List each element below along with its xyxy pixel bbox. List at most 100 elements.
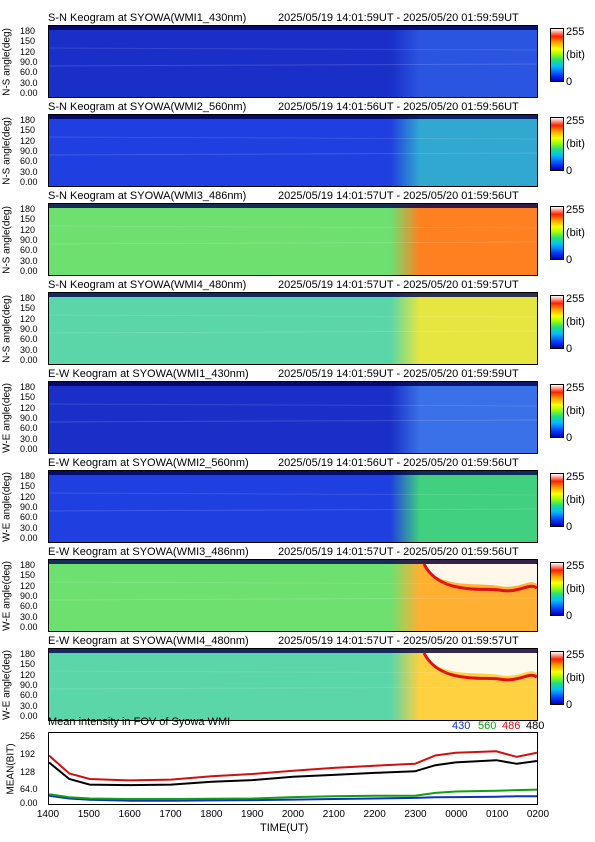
y-tick: 30.0 [20,433,38,444]
keogram-heatmap [49,115,537,186]
mean-y-tick: 64.0 [20,784,38,794]
y-tick: 120 [20,135,36,146]
mean-y-tick: 192 [20,749,36,759]
mean-chart-svg [48,750,538,802]
keogram-time-range: 2025/05/19 14:01:59UT - 2025/05/20 01:59… [278,368,519,380]
colorbar [550,28,564,82]
y-tick: 0.00 [20,621,38,632]
colorbar [550,295,564,349]
y-tick: 60.0 [20,67,38,78]
keogram-time-range: 2025/05/19 14:01:57UT - 2025/05/20 01:59… [278,546,519,558]
y-tick: 180 [20,560,36,570]
keogram-title: S-N Keogram at SYOWA(WMI4_480nm) [48,279,247,291]
keogram-panel: E-W Keogram at SYOWA(WMI3_486nm) 2025/05… [0,542,595,632]
colorbar-min: 0 [566,165,573,177]
colorbar-min: 0 [566,699,573,711]
y-tick: 90.0 [20,234,38,245]
x-tick: 1700 [159,809,182,820]
colorbar-unit: (bit) [566,494,585,506]
colorbar-unit: (bit) [566,227,585,239]
colorbar-min: 0 [566,343,573,355]
y-tick: 30.0 [20,522,38,533]
y-tick: 180 [20,471,36,481]
colorbar-unit: (bit) [566,583,585,595]
keogram-time-range: 2025/05/19 14:01:57UT - 2025/05/20 01:59… [278,279,519,291]
keogram-title: E-W Keogram at SYOWA(WMI1_430nm) [48,368,249,380]
colorbar-min: 0 [566,76,573,88]
keogram-title: E-W Keogram at SYOWA(WMI2_560nm) [48,457,249,469]
colorbar [550,651,564,705]
series-line-486 [48,750,538,782]
keogram-time-range: 2025/05/19 14:01:59UT - 2025/05/20 01:59… [278,12,519,24]
colorbar-unit: (bit) [566,405,585,417]
y-axis-label: N-S angle(deg) [1,294,13,363]
y-axis-label: W-E angle(deg) [1,649,13,720]
colorbar-unit: (bit) [566,138,585,150]
keogram-title: S-N Keogram at SYOWA(WMI2_560nm) [48,101,247,113]
y-tick: 30.0 [20,255,38,266]
colorbar-unit: (bit) [566,316,585,328]
mean-y-tick: 0.00 [20,798,38,808]
x-tick: 1500 [77,809,100,820]
x-tick: 0100 [486,809,509,820]
series-line-480 [48,759,538,787]
colorbar-max: 255 [566,382,585,394]
y-tick: 60.0 [20,423,38,434]
keogram-heatmap [49,26,537,97]
y-tick: 30.0 [20,166,38,177]
keogram-image [48,203,538,276]
legend-486: 486 [502,720,521,732]
y-tick: 150 [20,659,36,670]
y-tick: 120 [20,313,36,324]
y-tick: 180 [20,293,36,303]
colorbar-max: 255 [566,293,585,305]
y-tick: 120 [20,46,36,57]
colorbar [550,562,564,616]
y-tick: 150 [20,303,36,314]
colorbar [550,384,564,438]
keogram-title: E-W Keogram at SYOWA(WMI4_480nm) [48,635,249,647]
y-tick: 120 [20,491,36,502]
keogram-panel: S-N Keogram at SYOWA(WMI2_560nm) 2025/05… [0,97,595,187]
y-tick: 120 [20,224,36,235]
y-tick: 60.0 [20,512,38,523]
x-tick: 1900 [241,809,264,820]
keogram-panel: S-N Keogram at SYOWA(WMI3_486nm) 2025/05… [0,186,595,276]
y-tick: 150 [20,125,36,136]
y-tick: 180 [20,26,36,36]
series-line-430 [48,794,537,802]
y-axis-label: N-S angle(deg) [1,205,13,274]
y-tick: 90.0 [20,590,38,601]
colorbar-unit: (bit) [566,49,585,61]
y-tick: 180 [20,115,36,125]
keogram-time-range: 2025/05/19 14:01:57UT - 2025/05/20 01:59… [278,635,519,647]
keogram-time-range: 2025/05/19 14:01:56UT - 2025/05/20 01:59… [278,457,519,469]
y-tick: 90.0 [20,145,38,156]
y-tick: 0.00 [20,710,38,721]
colorbar [550,117,564,171]
y-tick: 180 [20,382,36,392]
y-tick: 90.0 [20,56,38,67]
colorbar-unit: (bit) [566,672,585,684]
x-axis-label: TIME(UT) [260,822,309,834]
y-tick: 150 [20,36,36,47]
keogram-panel: E-W Keogram at SYOWA(WMI1_430nm) 2025/05… [0,364,595,454]
y-tick: 60.0 [20,245,38,256]
keogram-image [48,470,538,543]
y-tick: 60.0 [20,690,38,701]
keogram-time-range: 2025/05/19 14:01:56UT - 2025/05/20 01:59… [278,101,519,113]
y-tick: 0.00 [20,265,38,276]
y-tick: 150 [20,481,36,492]
colorbar-max: 255 [566,471,585,483]
y-tick: 180 [20,204,36,214]
y-tick: 120 [20,402,36,413]
keogram-panel: S-N Keogram at SYOWA(WMI1_430nm) 2025/05… [0,8,595,98]
mean-title: Mean intensity in FOV of Syowa WMI [48,716,231,728]
keogram-heatmap [49,204,537,275]
y-tick: 30.0 [20,77,38,88]
keogram-image [48,114,538,187]
y-tick: 120 [20,669,36,680]
mean-intensity-panel: Mean intensity in FOV of Syowa WMI 430 5… [0,716,595,842]
y-tick: 60.0 [20,334,38,345]
keogram-heatmap [49,293,537,364]
